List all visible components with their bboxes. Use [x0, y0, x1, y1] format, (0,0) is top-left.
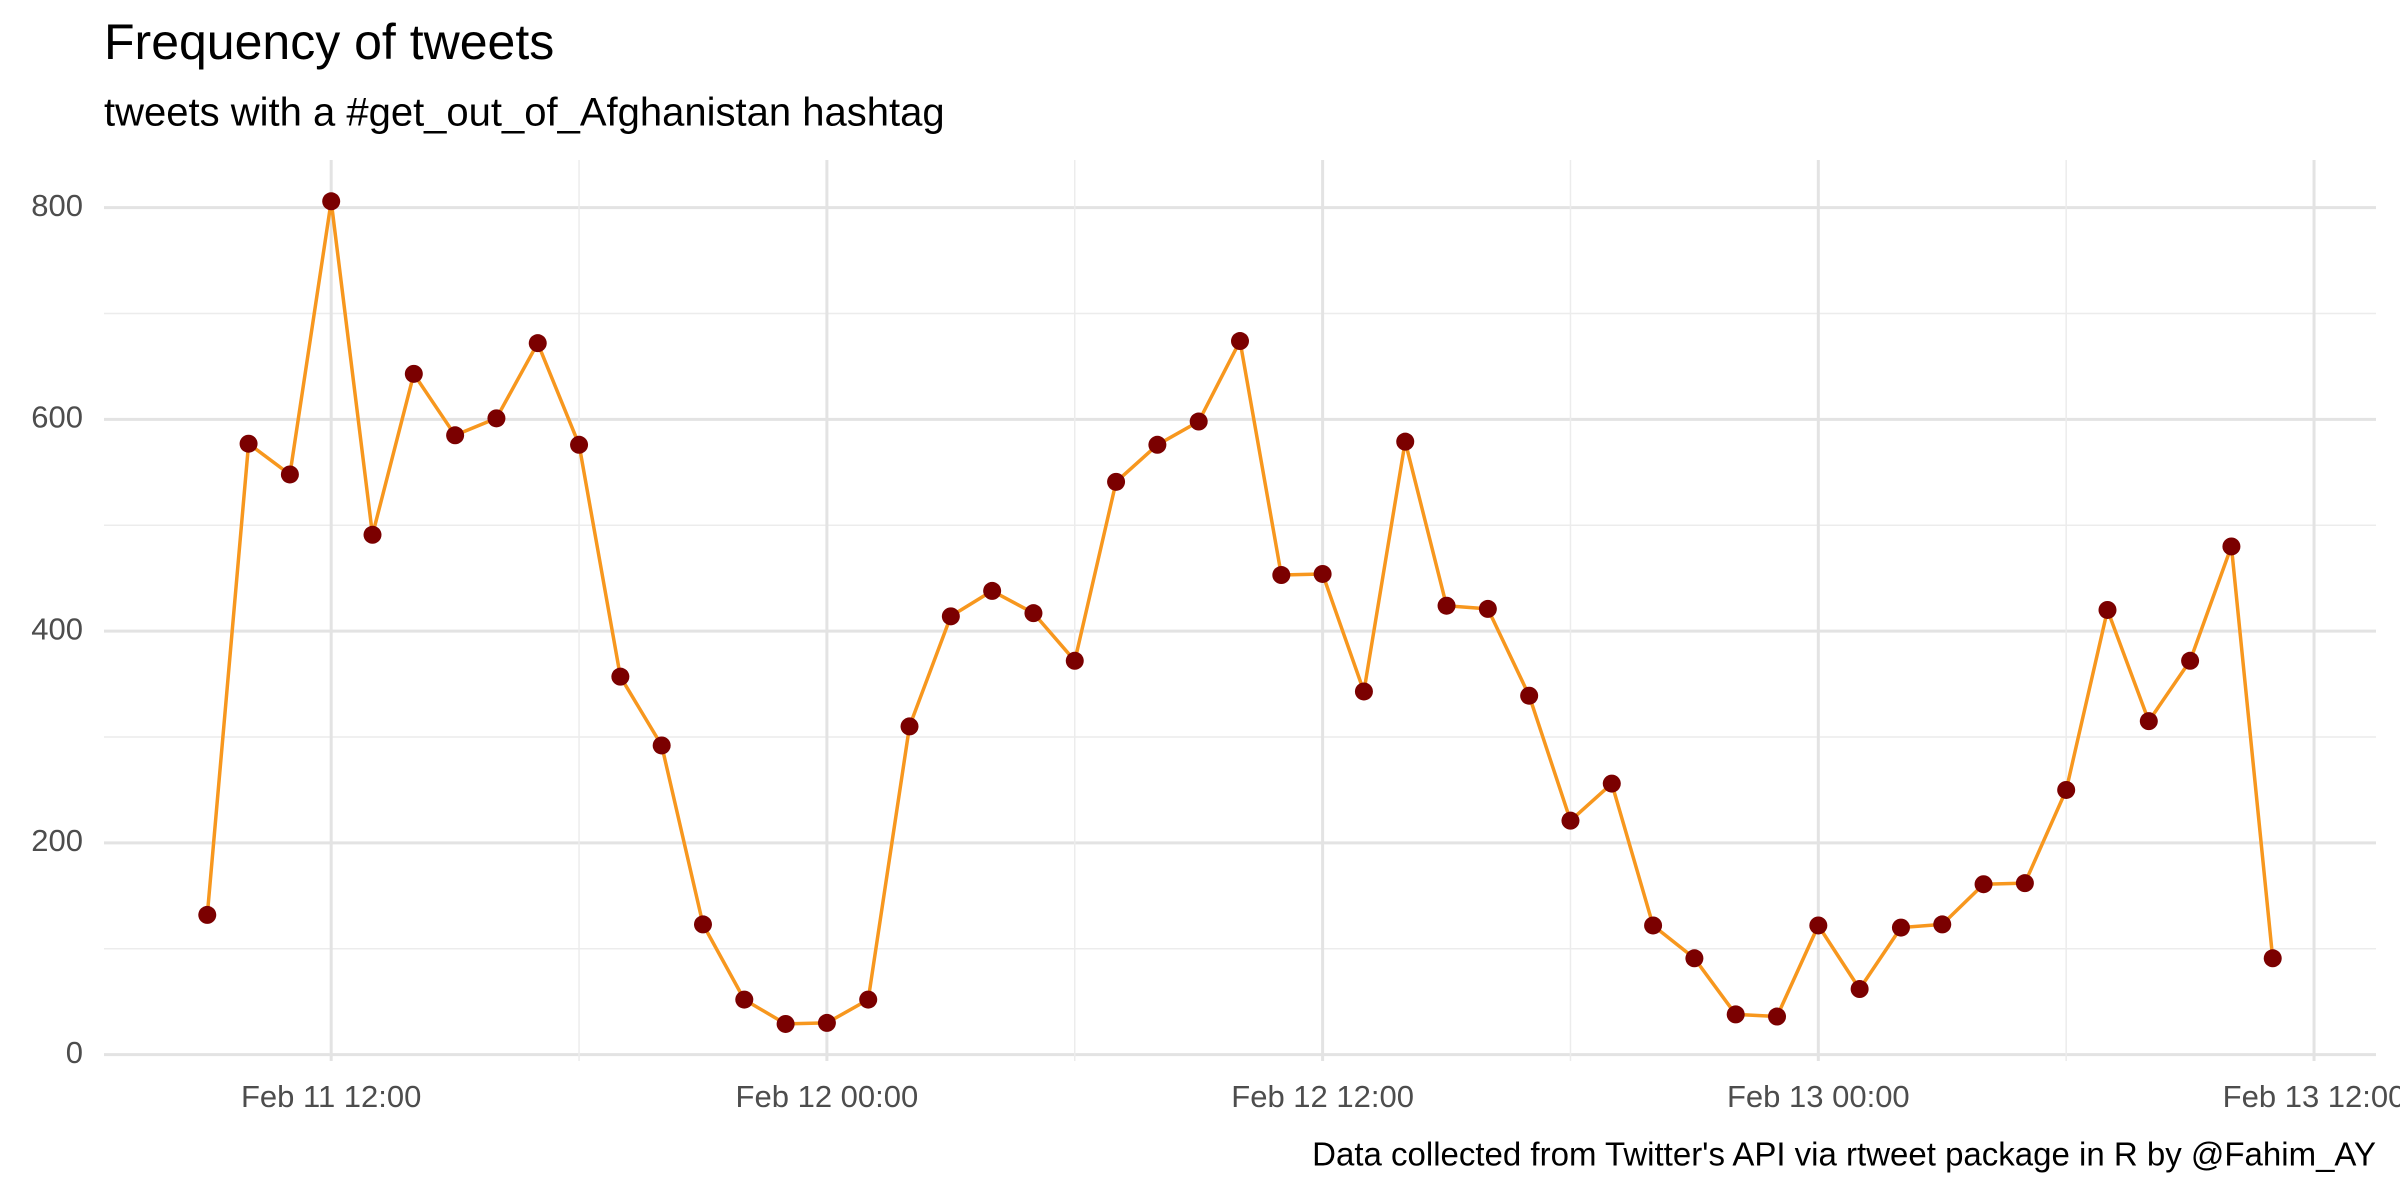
data-point — [1974, 875, 1993, 894]
data-point — [652, 736, 671, 755]
data-point — [1602, 774, 1621, 793]
data-point — [1644, 916, 1663, 935]
data-point — [2263, 949, 2282, 968]
x-tick-label: Feb 12 12:00 — [1231, 1079, 1414, 1114]
data-point — [1768, 1007, 1787, 1026]
y-tick-label: 800 — [31, 188, 83, 223]
data-point — [776, 1014, 795, 1033]
data-point — [446, 426, 465, 445]
data-point — [1726, 1005, 1745, 1024]
chart-title: Frequency of tweets — [104, 14, 554, 70]
data-point — [280, 465, 299, 484]
data-point — [1396, 432, 1415, 451]
plot-marks — [198, 192, 2282, 1033]
chart-caption: Data collected from Twitter's API via rt… — [1312, 1136, 2376, 1173]
data-point — [1478, 599, 1497, 618]
data-point — [2057, 780, 2076, 799]
data-point — [1148, 435, 1167, 454]
data-point — [487, 409, 506, 428]
data-point — [1685, 949, 1704, 968]
x-tick-label: Feb 12 00:00 — [736, 1079, 919, 1114]
data-point — [900, 717, 919, 736]
data-point — [1933, 915, 1952, 934]
data-point — [1272, 566, 1291, 585]
data-point — [693, 915, 712, 934]
y-tick-label: 200 — [31, 823, 83, 858]
data-point — [1065, 651, 1084, 670]
data-point — [1437, 596, 1456, 615]
data-point — [1024, 604, 1043, 623]
data-point — [1891, 918, 1910, 937]
y-tick-label: 0 — [66, 1035, 83, 1070]
data-point — [322, 192, 341, 211]
data-point — [570, 435, 589, 454]
data-point — [1809, 916, 1828, 935]
data-point — [817, 1013, 836, 1032]
chart-subtitle: tweets with a #get_out_of_Afghanistan ha… — [104, 91, 945, 135]
data-point — [239, 434, 258, 453]
data-point — [404, 364, 423, 383]
data-point — [363, 525, 382, 544]
data-point — [1107, 472, 1126, 491]
data-point — [611, 667, 630, 686]
x-tick-label: Feb 13 00:00 — [1727, 1079, 1910, 1114]
data-point — [1313, 564, 1332, 583]
data-point — [1231, 332, 1249, 351]
data-point — [1354, 682, 1373, 701]
x-tick-label: Feb 13 12:00 — [2223, 1079, 2400, 1114]
data-point — [1850, 980, 1869, 999]
y-tick-label: 600 — [31, 400, 83, 435]
data-point — [859, 990, 878, 1009]
data-point — [2139, 712, 2158, 731]
data-point — [983, 581, 1002, 600]
data-point — [2181, 651, 2200, 670]
line — [205, 199, 2275, 1026]
data-point — [2015, 874, 2034, 893]
data-point — [2098, 600, 2117, 619]
data-point — [198, 905, 217, 924]
data-point — [528, 334, 547, 353]
y-tick-label: 400 — [31, 611, 83, 646]
data-point — [1189, 412, 1208, 431]
data-point — [1561, 811, 1580, 830]
x-tick-label: Feb 11 12:00 — [241, 1079, 421, 1114]
data-point — [2222, 537, 2241, 556]
data-point — [735, 990, 754, 1009]
data-point — [1520, 686, 1539, 705]
data-point — [941, 607, 960, 626]
grid — [104, 160, 2376, 1061]
